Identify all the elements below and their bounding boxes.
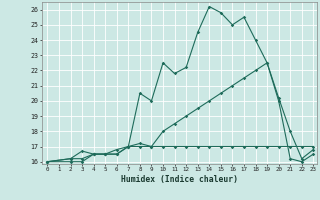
X-axis label: Humidex (Indice chaleur): Humidex (Indice chaleur) xyxy=(121,175,238,184)
